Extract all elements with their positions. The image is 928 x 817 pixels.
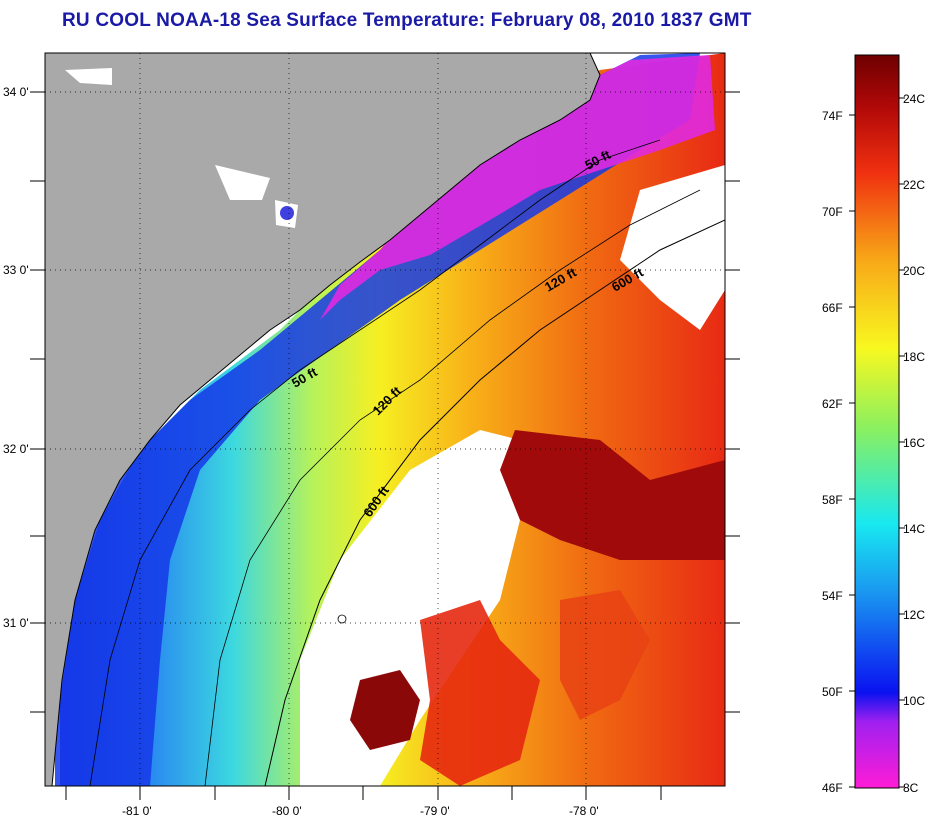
- inland-cloud: [215, 165, 270, 200]
- tick-marks: [30, 91, 740, 800]
- lon-label-79: -79 0': [420, 804, 450, 817]
- colorbar-c-24: 24C: [903, 92, 925, 106]
- land-mass: [45, 53, 600, 786]
- figure-title: RU COOL NOAA-18 Sea Surface Temperature:…: [62, 10, 752, 31]
- magenta-coastal-plume: [320, 55, 715, 320]
- colorbar: [854, 54, 900, 789]
- colorbar-f-54: 54F: [822, 589, 843, 603]
- lat-label-31: 31 0': [3, 616, 29, 630]
- colorbar-f-58: 58F: [822, 493, 843, 507]
- colorbar-c-16: 16C: [903, 436, 925, 450]
- lon-label-78: -78 0': [569, 804, 599, 817]
- lat-label-34: 34 0': [3, 85, 29, 99]
- warm-eddy: [350, 670, 420, 750]
- colorbar-f-46: 46F: [822, 781, 843, 795]
- colorbar-c-10: 10C: [903, 694, 925, 708]
- offshore-cloud-patch: [300, 430, 520, 786]
- gulf-stream-core: [500, 430, 725, 560]
- isobath-120ft: [204, 189, 701, 786]
- colorbar-f-74: 74F: [822, 109, 843, 123]
- colorbar-f-62: 62F: [822, 397, 843, 411]
- sst-field: [60, 53, 725, 786]
- isobath-50ft: [89, 139, 661, 786]
- colorbar-c-18: 18C: [903, 350, 925, 364]
- warm-patch-2: [560, 590, 650, 720]
- colorbar-f-66: 66F: [822, 301, 843, 315]
- warm-patch: [420, 600, 540, 786]
- map-frame: [44, 52, 726, 787]
- colorbar-c-14: 14C: [903, 522, 925, 536]
- colorbar-c-20: 20C: [903, 264, 925, 278]
- lon-label-80: -80 0': [272, 804, 302, 817]
- map-panel: 50 ft 50 ft 120 ft 120 ft 600 ft 600 ft: [45, 53, 725, 786]
- colorbar-ticks: [849, 97, 905, 788]
- coastline: [51, 53, 601, 786]
- colorbar-f-70: 70F: [822, 205, 843, 219]
- lat-label-33: 33 0': [3, 263, 29, 277]
- inland-cloud-3: [65, 68, 112, 85]
- lon-label-81: -81 0': [122, 804, 152, 817]
- colorbar-c-12: 12C: [903, 608, 925, 622]
- lat-label-32: 32 0': [3, 442, 29, 456]
- colorbar-f-50: 50F: [822, 685, 843, 699]
- graticule: [45, 53, 725, 786]
- colorbar-c-8: 8C: [903, 781, 919, 795]
- offshore-cloud-patch-2: [620, 165, 725, 330]
- seamount-contour: [337, 614, 347, 624]
- colorbar-c-22: 22C: [903, 178, 925, 192]
- inland-lake: [280, 206, 294, 220]
